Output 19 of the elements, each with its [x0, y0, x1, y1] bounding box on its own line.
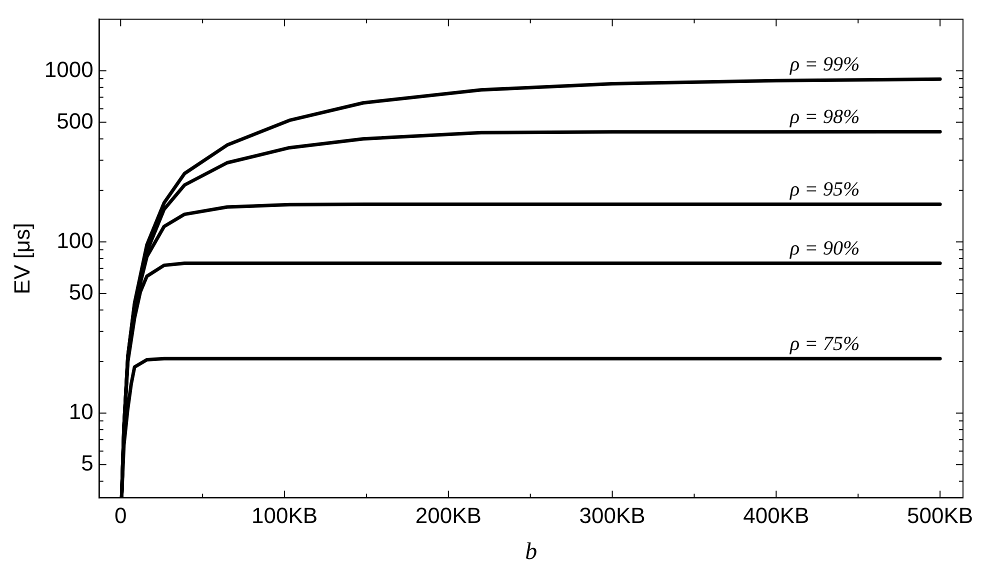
x-tick-label: 0 [114, 503, 127, 528]
series-label: ρ = 99% [788, 53, 860, 76]
x-tick-label: 500KB [907, 503, 974, 528]
y-tick-label: 10 [68, 399, 94, 424]
y-tick-label: 5 [81, 450, 94, 476]
series-label: ρ = 90% [788, 238, 860, 260]
series-label: ρ = 75% [788, 332, 860, 355]
y-tick-label: 500 [56, 108, 94, 134]
y-tick-label: 50 [68, 280, 94, 305]
y-tick-label: 100 [56, 228, 94, 253]
y-tick-label: 1000 [44, 56, 94, 82]
x-axis-title: b [525, 538, 538, 565]
series-label: ρ = 95% [788, 178, 860, 200]
y-axis-title: EV [μs] [9, 222, 34, 294]
x-tick-label: 400KB [743, 503, 810, 528]
x-tick-label: 300KB [579, 503, 646, 528]
series-label: ρ = 98% [788, 106, 860, 128]
x-tick-label: 200KB [415, 503, 482, 528]
x-tick-label: 100KB [251, 503, 318, 528]
